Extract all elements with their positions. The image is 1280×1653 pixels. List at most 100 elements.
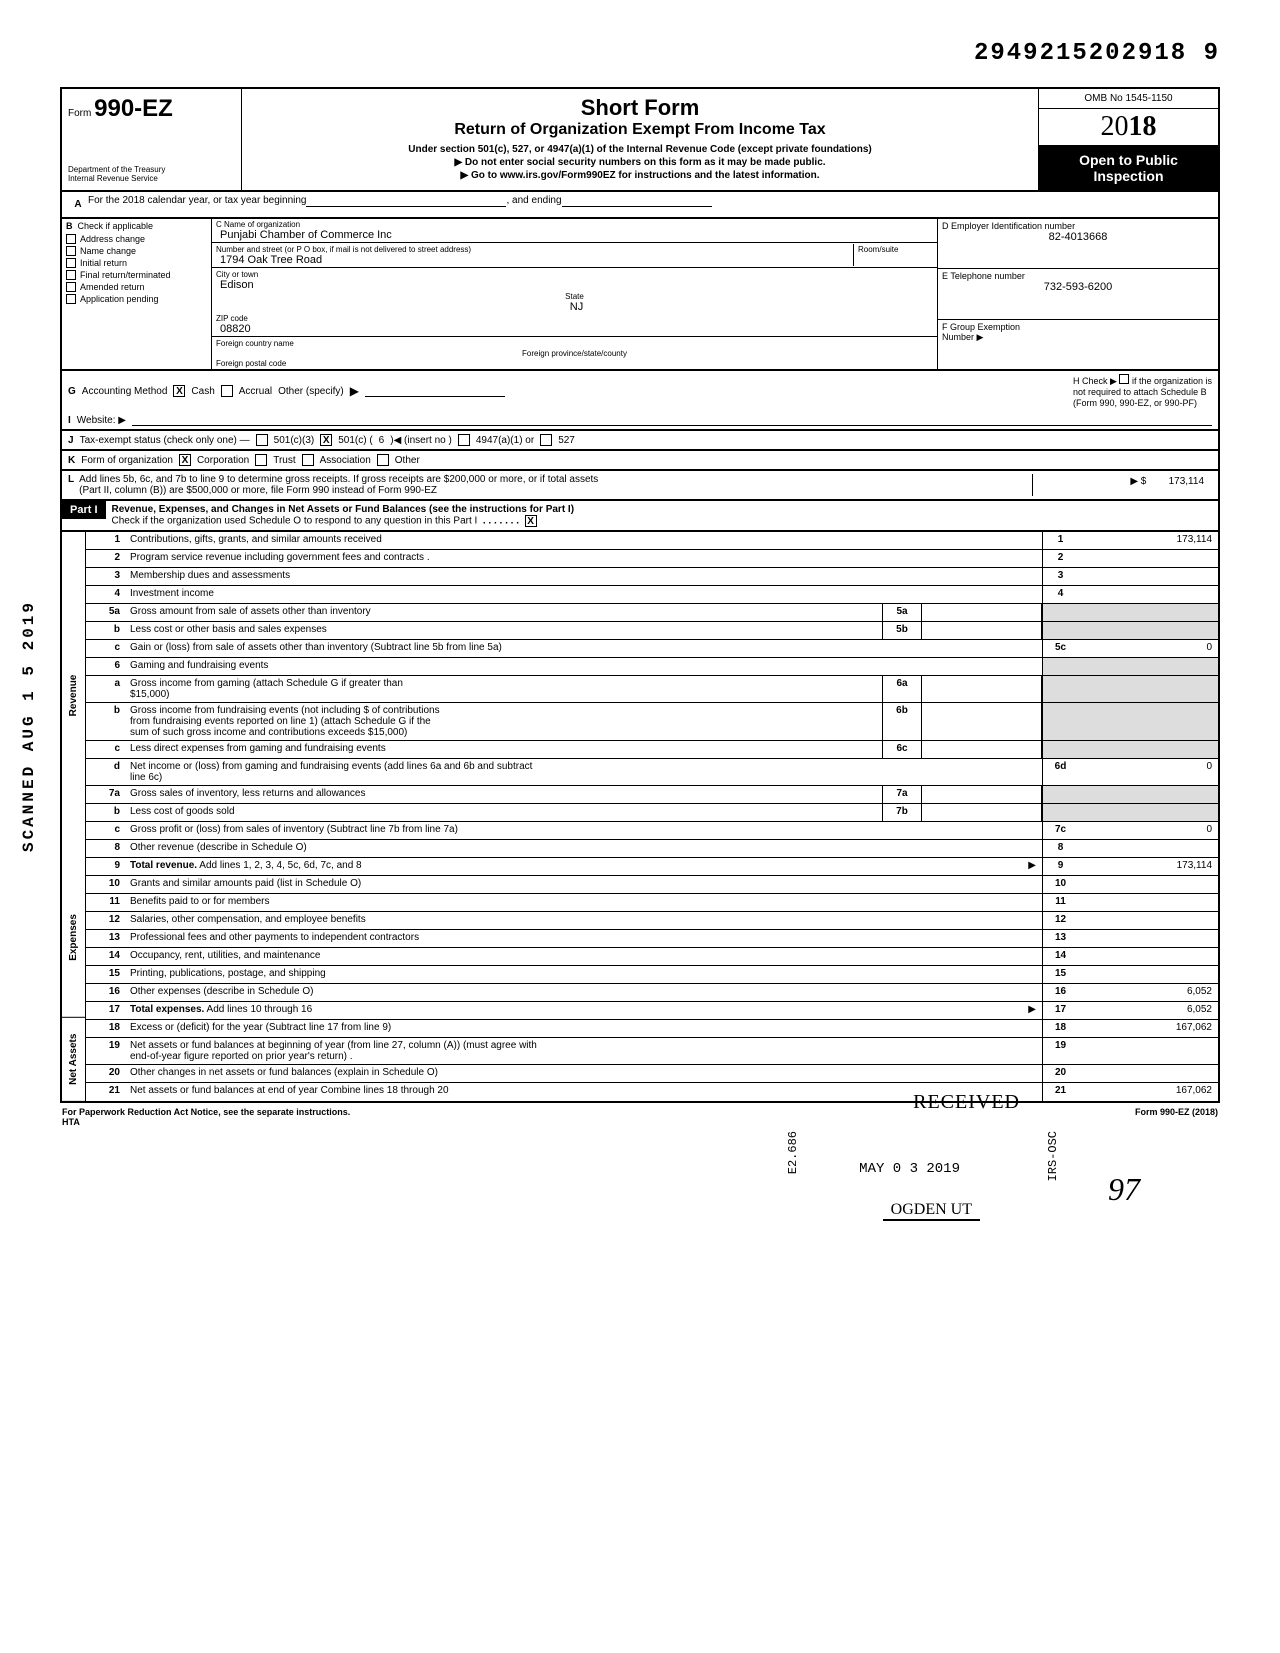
d-label: D Employer Identification number xyxy=(942,221,1214,231)
zip-val: 08820 xyxy=(216,323,251,335)
line-row-11: 11Benefits paid to or for members11 xyxy=(86,894,1218,912)
h-text1: if the organization is xyxy=(1132,376,1212,386)
l-text1: Add lines 5b, 6c, and 7b to line 9 to de… xyxy=(79,474,598,485)
right-val: 0 xyxy=(1078,822,1218,839)
mini-val[interactable] xyxy=(922,604,1042,621)
line-row-14: 14Occupancy, rent, utilities, and mainte… xyxy=(86,948,1218,966)
line-desc: Less cost of goods sold xyxy=(126,804,882,821)
mini-val[interactable] xyxy=(922,703,1042,740)
year-begin-input[interactable] xyxy=(306,195,506,207)
right-val xyxy=(1078,568,1218,585)
right-num: 9 xyxy=(1042,858,1078,875)
line-desc: Program service revenue including govern… xyxy=(126,550,1042,567)
line-desc: Occupancy, rent, utilities, and maintena… xyxy=(126,948,1042,965)
g-accrual: Accrual xyxy=(239,386,272,397)
mini-box: 5a xyxy=(882,604,922,621)
opt-amended: Amended return xyxy=(80,282,145,292)
j-opt2: 501(c) ( xyxy=(338,435,372,446)
mini-val[interactable] xyxy=(922,804,1042,821)
e-val: 732-593-6200 xyxy=(942,281,1214,293)
right-val xyxy=(1078,948,1218,965)
part1-label: Part I xyxy=(62,501,106,519)
checkbox-501c[interactable]: X xyxy=(320,434,332,446)
right-val xyxy=(1078,741,1218,758)
line-row-13: 13Professional fees and other payments t… xyxy=(86,930,1218,948)
right-num: 13 xyxy=(1042,930,1078,947)
opt-final: Final return/terminated xyxy=(80,270,171,280)
opt-address: Address change xyxy=(80,234,145,244)
checkbox-assoc[interactable] xyxy=(302,454,314,466)
checkbox-accrual[interactable] xyxy=(221,385,233,397)
right-num: 2 xyxy=(1042,550,1078,567)
checkbox-name[interactable] xyxy=(66,246,76,256)
website-input[interactable] xyxy=(132,414,1212,426)
right-num: 20 xyxy=(1042,1065,1078,1082)
checkbox-initial[interactable] xyxy=(66,258,76,268)
checkbox-527[interactable] xyxy=(540,434,552,446)
right-num: 7c xyxy=(1042,822,1078,839)
line-num: 7a xyxy=(86,786,126,803)
checkbox-amended[interactable] xyxy=(66,282,76,292)
checkbox-4947[interactable] xyxy=(458,434,470,446)
checkbox-corp[interactable]: X xyxy=(179,454,191,466)
letter-a: A xyxy=(68,195,88,214)
checkbox-part1[interactable]: X xyxy=(525,515,537,527)
checkbox-address[interactable] xyxy=(66,234,76,244)
checkbox-h[interactable] xyxy=(1119,374,1129,384)
f-row: F Group Exemption Number ▶ xyxy=(938,320,1218,369)
h-text2: not required to attach Schedule B xyxy=(1073,387,1207,397)
line-row-d: dNet income or (loss) from gaming and fu… xyxy=(86,759,1218,786)
tax-year: 2018 xyxy=(1039,109,1218,146)
right-val: 0 xyxy=(1078,759,1218,785)
line-desc: Printing, publications, postage, and shi… xyxy=(126,966,1042,983)
mini-val[interactable] xyxy=(922,622,1042,639)
line-desc: Gross amount from sale of assets other t… xyxy=(126,604,882,621)
part1-table: Revenue Expenses Net Assets 1Contributio… xyxy=(60,530,1220,1103)
ck-pending: Application pending xyxy=(62,293,211,305)
checkbox-cash[interactable]: X xyxy=(173,385,185,397)
line-num: 21 xyxy=(86,1083,126,1101)
right-num xyxy=(1042,741,1078,758)
mini-val[interactable] xyxy=(922,786,1042,803)
handwritten-97: 97 xyxy=(1108,1171,1140,1208)
open-public-2: Inspection xyxy=(1045,168,1212,184)
row-k: K Form of organization XCorporation Trus… xyxy=(60,449,1220,469)
line-num: 11 xyxy=(86,894,126,911)
checkbox-pending[interactable] xyxy=(66,294,76,304)
checkbox-other[interactable] xyxy=(377,454,389,466)
line-num: 10 xyxy=(86,876,126,893)
right-val: 173,114 xyxy=(1078,532,1218,549)
form-label: Form 990-EZ xyxy=(68,95,235,123)
checkbox-final[interactable] xyxy=(66,270,76,280)
received-stamp: RECEIVED xyxy=(913,1091,1020,1114)
c-foreign-row: Foreign country name Foreign province/st… xyxy=(212,337,937,369)
checkbox-trust[interactable] xyxy=(255,454,267,466)
subtext-3: ▶ Go to www.irs.gov/Form990EZ for instru… xyxy=(252,169,1028,182)
d-val: 82-4013668 xyxy=(942,231,1214,243)
ck-address: Address change xyxy=(62,233,211,245)
g-other-input[interactable] xyxy=(365,385,505,397)
ck-amended: Amended return xyxy=(62,281,211,293)
ogden-stamp: OGDEN UT xyxy=(883,1201,980,1221)
checkbox-501c3[interactable] xyxy=(256,434,268,446)
line-num: c xyxy=(86,640,126,657)
mini-val[interactable] xyxy=(922,741,1042,758)
mini-box: 5b xyxy=(882,622,922,639)
line-row-6: 6Gaming and fundraising events xyxy=(86,658,1218,676)
year-outline: 20 xyxy=(1101,111,1129,142)
line-num: 19 xyxy=(86,1038,126,1064)
col-b: B Check if applicable Address change Nam… xyxy=(62,219,212,369)
right-num xyxy=(1042,622,1078,639)
line-row-b: bLess cost of goods sold7b xyxy=(86,804,1218,822)
mini-val[interactable] xyxy=(922,676,1042,702)
open-public-badge: Open to Public Inspection xyxy=(1039,146,1218,190)
year-end-input[interactable] xyxy=(562,195,712,207)
line-num: 4 xyxy=(86,586,126,603)
ck-final: Final return/terminated xyxy=(62,269,211,281)
form-number: 990-EZ xyxy=(94,95,173,122)
h-label: H Check ▶ xyxy=(1073,376,1117,386)
scanned-stamp: SCANNED AUG 1 5 2019 xyxy=(20,600,38,852)
letter-j: J xyxy=(68,435,74,446)
form-prefix: Form xyxy=(68,108,91,119)
right-num: 15 xyxy=(1042,966,1078,983)
